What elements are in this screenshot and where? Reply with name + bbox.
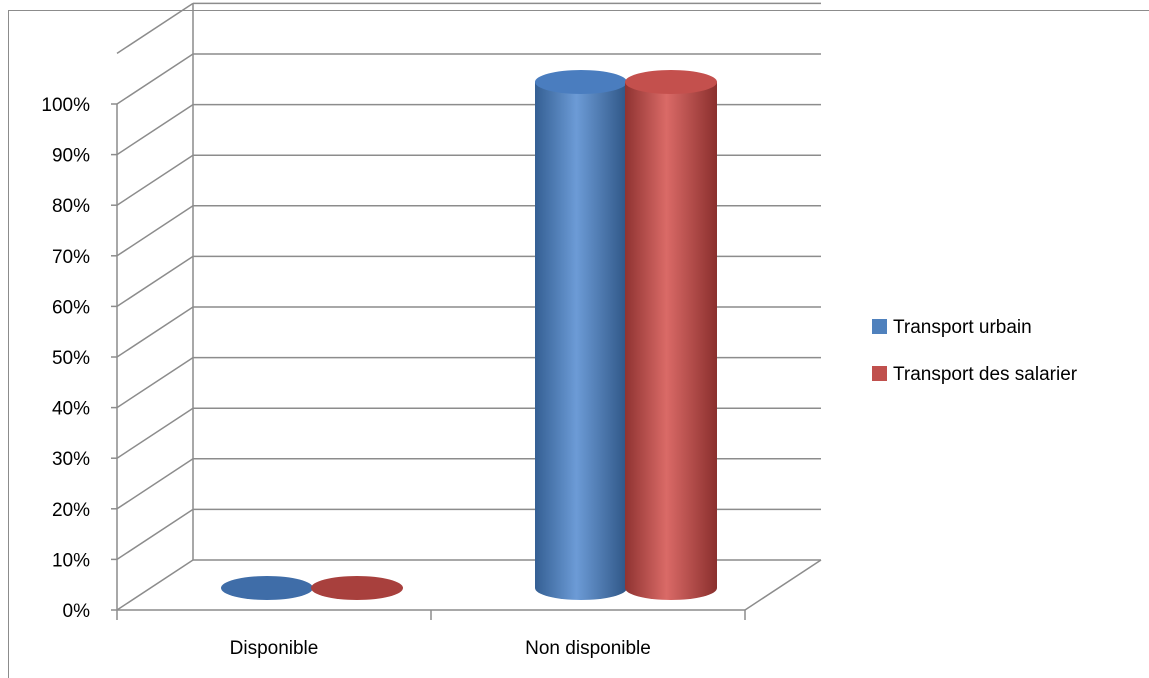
chart-frame	[8, 10, 1149, 678]
gridline-wall-6	[116, 255, 194, 308]
gridline-wall-11	[116, 2, 194, 55]
bar-transport-urbain-non-disponible	[535, 70, 627, 600]
y-tick-label: 50%	[52, 348, 90, 369]
gridline-wall-8	[116, 154, 194, 206]
bar-transport-urbain-disponible	[221, 576, 313, 600]
x-axis-category-labels: Disponible Non disponible	[230, 638, 651, 659]
gridline-wall-0	[116, 559, 194, 611]
y-tick-label: 80%	[52, 196, 90, 217]
y-axis-tick-labels: 0% 10% 20% 30% 40% 50% 60% 70% 80% 90% 100%	[41, 95, 90, 622]
gridline-wall-2	[116, 458, 194, 510]
bar-transport-des-salarier-disponible	[311, 576, 403, 600]
y-tick-label: 30%	[52, 449, 90, 470]
legend-entry-label: Transport des salarier	[893, 364, 1078, 385]
y-tick-label: 10%	[52, 550, 90, 571]
legend: Transport urbain Transport des salarier	[872, 317, 1078, 385]
gridline-wall-4	[116, 356, 194, 409]
x-category-label: Disponible	[230, 638, 319, 659]
axes	[111, 3, 822, 620]
gridline-wall-1	[116, 508, 194, 561]
legend-swatch	[872, 366, 887, 381]
bars	[221, 70, 717, 600]
gridline-wall-7	[116, 205, 194, 257]
y-tick-label: 20%	[52, 500, 90, 521]
legend-entry-label: Transport urbain	[893, 317, 1032, 338]
x-category-label: Non disponible	[525, 638, 651, 659]
gridline-wall-9	[116, 103, 194, 156]
bar-base	[221, 576, 313, 600]
bar-top	[625, 70, 717, 94]
y-tick-label: 70%	[52, 247, 90, 268]
y-tick-label: 90%	[52, 146, 90, 167]
bar-body	[535, 82, 627, 600]
gridline-wall-5	[116, 306, 194, 358]
y-tick-label: 40%	[52, 399, 90, 420]
bar-transport-des-salarier-non-disponible	[625, 70, 717, 600]
legend-swatch	[872, 319, 887, 334]
bar-top	[535, 70, 627, 94]
floor-right-edge	[744, 559, 822, 611]
bar-body	[625, 82, 717, 600]
y-tick-label: 100%	[41, 95, 90, 116]
y-tick-label: 60%	[52, 297, 90, 318]
bar-base	[311, 576, 403, 600]
gridline-wall-10	[116, 53, 194, 105]
y-tick-label: 0%	[63, 601, 91, 622]
gridline-wall-3	[116, 407, 194, 459]
